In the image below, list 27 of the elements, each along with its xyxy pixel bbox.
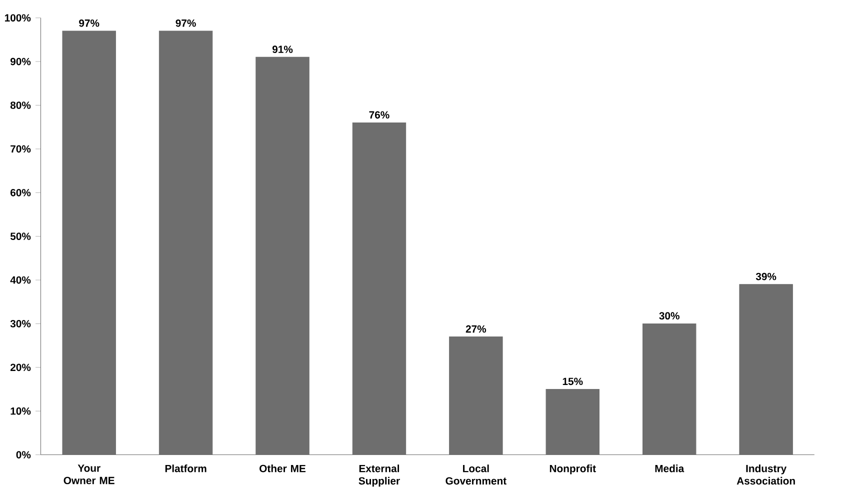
y-tick-label: 10% bbox=[10, 407, 31, 415]
y-tick-label: 20% bbox=[10, 364, 31, 372]
y-tick-label: 70% bbox=[10, 145, 31, 153]
x-tick-label: Your Owner ME bbox=[64, 464, 114, 484]
data-label: 30% bbox=[659, 312, 680, 320]
y-tick-label: 80% bbox=[10, 102, 31, 109]
x-tick-label: Other ME bbox=[260, 464, 306, 472]
x-tick-label: Local Government bbox=[446, 464, 506, 485]
y-tick-label: 30% bbox=[10, 320, 31, 328]
y-tick-label: 60% bbox=[10, 188, 31, 196]
data-label: 39% bbox=[756, 272, 776, 280]
x-tick-label: Media bbox=[655, 464, 684, 472]
data-label: 27% bbox=[466, 325, 486, 333]
y-tick-label: 40% bbox=[10, 276, 31, 284]
data-label: 76% bbox=[369, 111, 390, 119]
x-tick-label: Nonprofit bbox=[550, 464, 596, 474]
y-tick-label: 90% bbox=[10, 58, 31, 66]
data-label: 97% bbox=[79, 19, 100, 27]
x-tick-label: Industry Association bbox=[736, 464, 795, 485]
x-tick-label: Platform bbox=[165, 464, 206, 472]
y-tick-label: 100% bbox=[4, 14, 31, 22]
data-label: 97% bbox=[176, 19, 196, 27]
x-tick-label: External Supplier bbox=[358, 464, 400, 487]
y-tick-label: 50% bbox=[10, 232, 31, 240]
y-tick-label: 0% bbox=[16, 451, 31, 458]
data-label: 15% bbox=[562, 378, 583, 386]
data-label: 91% bbox=[272, 46, 293, 54]
